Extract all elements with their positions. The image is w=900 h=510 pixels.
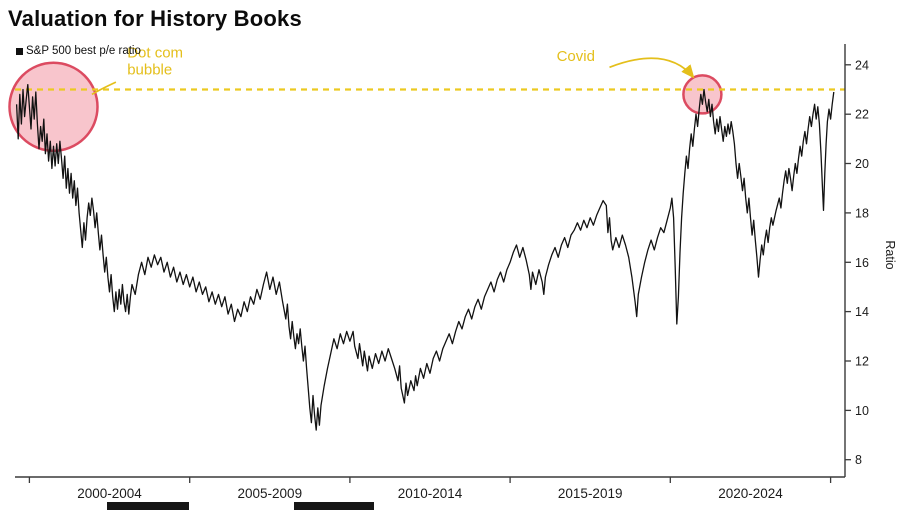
legend: S&P 500 best p/e ratio	[16, 45, 141, 57]
annotation-pointer	[91, 81, 117, 96]
x-tick-label: 2015-2019	[558, 486, 623, 501]
cropped-ui-bar-2	[294, 502, 374, 510]
y-tick-label: 10	[855, 404, 869, 418]
y-axis-title: Ratio	[883, 240, 897, 269]
series-line	[15, 83, 835, 431]
cropped-ui-bar-1	[107, 502, 189, 510]
annotation-label: bubble	[127, 61, 172, 78]
y-tick-label: 22	[855, 108, 869, 122]
x-tick-label: 2010-2014	[398, 486, 463, 501]
x-tick-label: 2005-2009	[238, 486, 303, 501]
highlight-circle	[682, 74, 723, 115]
y-tick-label: 20	[855, 157, 869, 171]
x-tick-label: 2020-2024	[718, 486, 783, 501]
annotation-label: Covid	[557, 48, 595, 65]
annotation-label: Dot com	[127, 44, 183, 61]
y-tick-label: 14	[855, 305, 869, 319]
y-tick-label: 24	[855, 58, 869, 72]
legend-swatch-icon	[16, 47, 23, 55]
legend-label: S&P 500 best p/e ratio	[26, 45, 141, 57]
x-tick-label: 2000-2004	[77, 486, 142, 501]
annotation-pointer	[609, 57, 695, 79]
y-tick-label: 18	[855, 206, 869, 220]
y-tick-label: 12	[855, 355, 869, 369]
page-title: Valuation for History Books	[8, 6, 302, 31]
y-tick-label: 16	[855, 256, 869, 270]
y-tick-label: 8	[855, 453, 862, 467]
